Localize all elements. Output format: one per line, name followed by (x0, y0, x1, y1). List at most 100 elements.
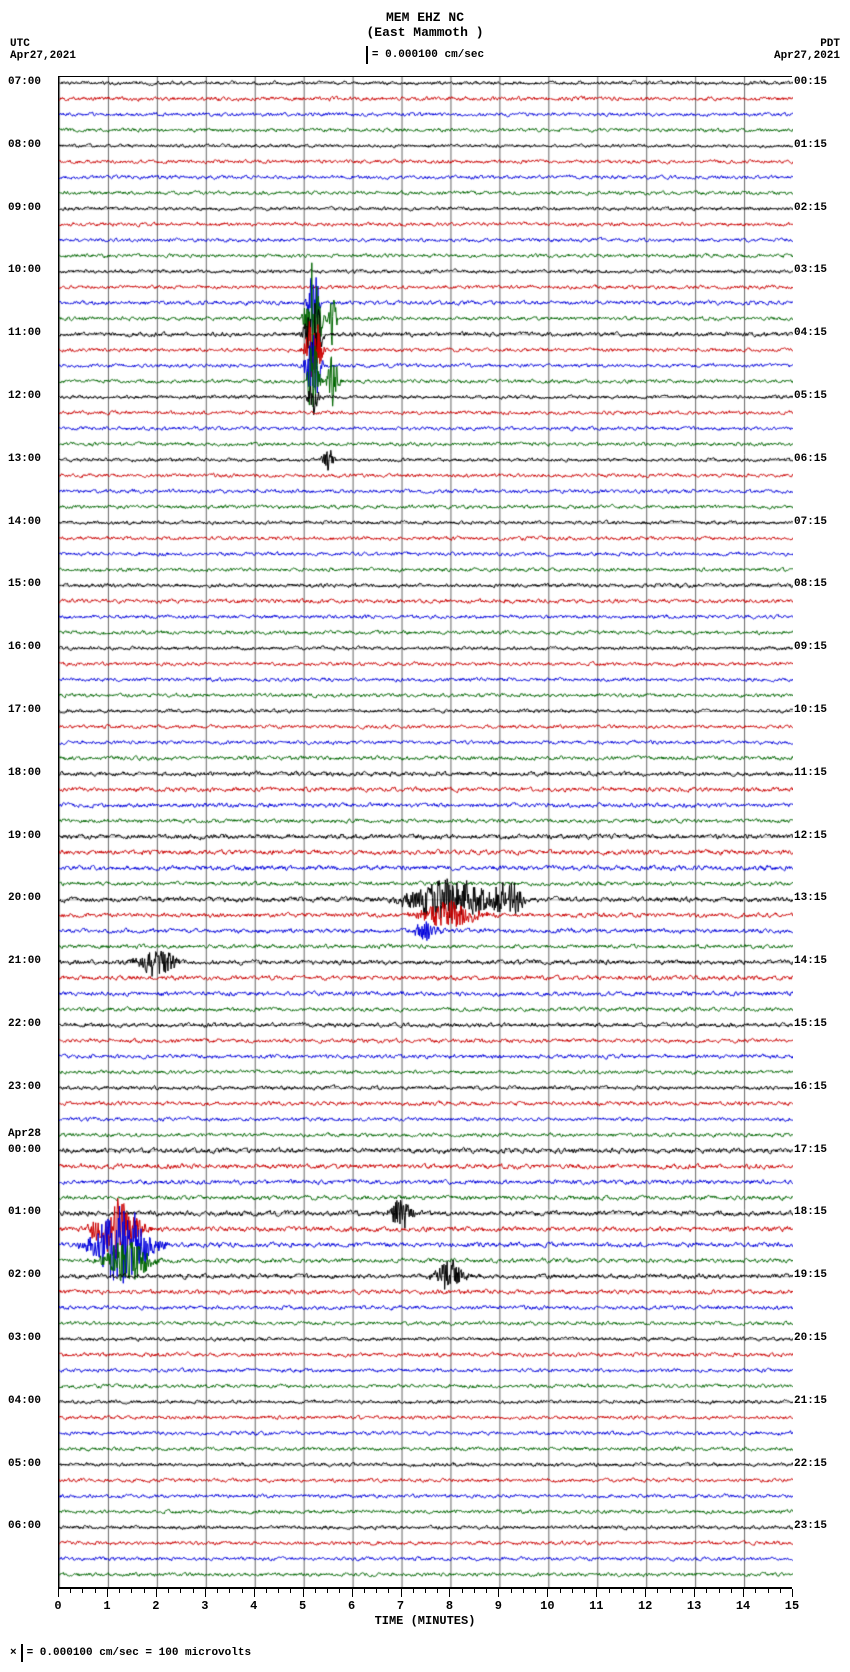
x-tick-label: 4 (250, 1599, 257, 1613)
x-tick-minor (621, 1589, 622, 1593)
x-tick-minor (560, 1589, 561, 1593)
hour-label: 21:00 (8, 956, 41, 967)
date-marker: Apr28 (8, 1129, 41, 1140)
x-tick-minor (755, 1589, 756, 1593)
hour-label: 07:15 (794, 517, 827, 528)
x-tick-minor (474, 1589, 475, 1593)
hour-label: 06:15 (794, 454, 827, 465)
hour-label: 14:00 (8, 517, 41, 528)
x-tick-label: 5 (299, 1599, 306, 1613)
hour-label: 12:00 (8, 391, 41, 402)
x-tick-minor (70, 1589, 71, 1593)
x-tick-label: 12 (638, 1599, 652, 1613)
x-tick-minor (633, 1589, 634, 1593)
footer-prefix: × (10, 1647, 17, 1659)
hour-label: 05:15 (794, 391, 827, 402)
x-tick-label: 2 (152, 1599, 159, 1613)
x-tick-minor (486, 1589, 487, 1593)
x-tick-minor (131, 1589, 132, 1593)
x-tick-major (303, 1589, 304, 1597)
hour-label: 08:00 (8, 140, 41, 151)
x-tick-minor (376, 1589, 377, 1593)
hour-label: 19:15 (794, 1270, 827, 1281)
hour-label: 17:15 (794, 1145, 827, 1156)
x-tick-minor (229, 1589, 230, 1593)
x-tick-minor (388, 1589, 389, 1593)
x-tick-label: 13 (687, 1599, 701, 1613)
x-tick-minor (719, 1589, 720, 1593)
x-tick-minor (706, 1589, 707, 1593)
hour-label: 13:00 (8, 454, 41, 465)
hour-label: 19:00 (8, 831, 41, 842)
hour-label: 23:00 (8, 1082, 41, 1093)
hour-label: 22:15 (794, 1459, 827, 1470)
hour-label: 06:00 (8, 1521, 41, 1532)
hour-label: 09:00 (8, 203, 41, 214)
x-tick-major (156, 1589, 157, 1597)
x-tick-minor (572, 1589, 573, 1593)
x-axis-title: TIME (MINUTES) (58, 1614, 792, 1628)
hour-label: 01:15 (794, 140, 827, 151)
x-tick-major (694, 1589, 695, 1597)
x-tick-minor (437, 1589, 438, 1593)
hour-label: 15:15 (794, 1019, 827, 1030)
x-tick-minor (290, 1589, 291, 1593)
x-tick-minor (780, 1589, 781, 1593)
x-tick-minor (82, 1589, 83, 1593)
x-tick-minor (670, 1589, 671, 1593)
hour-label: 00:00 (8, 1145, 41, 1156)
hour-label: 17:00 (8, 705, 41, 716)
x-tick-label: 15 (785, 1599, 799, 1613)
x-tick-label: 14 (736, 1599, 750, 1613)
hour-label: 03:15 (794, 265, 827, 276)
x-tick-minor (731, 1589, 732, 1593)
x-tick-major (645, 1589, 646, 1597)
x-tick-minor (511, 1589, 512, 1593)
x-tick-minor (144, 1589, 145, 1593)
tz-right-date: Apr27,2021 (774, 50, 840, 62)
x-tick-major (547, 1589, 548, 1597)
x-tick-label: 0 (54, 1599, 61, 1613)
x-axis: 0123456789101112131415 TIME (MINUTES) (58, 1588, 792, 1624)
x-tick-minor (523, 1589, 524, 1593)
station-title: MEM EHZ NC (10, 10, 840, 25)
tz-left-label: UTC (10, 38, 76, 50)
x-tick-minor (95, 1589, 96, 1593)
x-tick-major (205, 1589, 206, 1597)
x-tick-minor (535, 1589, 536, 1593)
x-tick-minor (682, 1589, 683, 1593)
hour-label: 22:00 (8, 1019, 41, 1030)
x-tick-major (743, 1589, 744, 1597)
x-tick-label: 9 (495, 1599, 502, 1613)
hour-label: 01:00 (8, 1207, 41, 1218)
x-tick-minor (180, 1589, 181, 1593)
hour-label: 16:15 (794, 1082, 827, 1093)
x-tick-major (449, 1589, 450, 1597)
footer-scale: × = 0.000100 cm/sec = 100 microvolts (10, 1644, 840, 1662)
hour-label: 08:15 (794, 579, 827, 590)
x-tick-minor (242, 1589, 243, 1593)
footer-text: = 0.000100 cm/sec = 100 microvolts (27, 1647, 251, 1659)
hour-label: 18:00 (8, 768, 41, 779)
tz-right-label: PDT (774, 38, 840, 50)
x-tick-label: 7 (397, 1599, 404, 1613)
hour-label: 14:15 (794, 956, 827, 967)
x-tick-label: 6 (348, 1599, 355, 1613)
x-tick-label: 1 (103, 1599, 110, 1613)
x-tick-label: 11 (589, 1599, 603, 1613)
hour-label: 02:15 (794, 203, 827, 214)
seismogram-plot (58, 76, 792, 1588)
x-tick-major (792, 1589, 793, 1597)
hour-label: 18:15 (794, 1207, 827, 1218)
x-tick-label: 10 (540, 1599, 554, 1613)
x-tick-minor (278, 1589, 279, 1593)
hour-label: 09:15 (794, 642, 827, 653)
x-tick-minor (584, 1589, 585, 1593)
hour-label: 20:15 (794, 1333, 827, 1344)
hour-label: 00:15 (794, 77, 827, 88)
x-tick-major (596, 1589, 597, 1597)
x-tick-minor (413, 1589, 414, 1593)
x-tick-minor (315, 1589, 316, 1593)
hour-label: 11:15 (794, 768, 827, 779)
hour-label: 05:00 (8, 1459, 41, 1470)
